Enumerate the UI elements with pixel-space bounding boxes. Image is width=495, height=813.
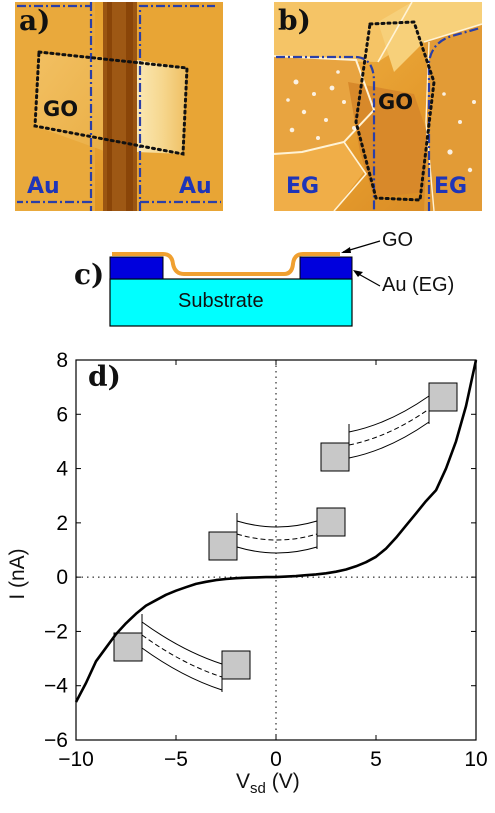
panel-c-label: c) [74, 258, 105, 291]
band-edge-upper [348, 395, 430, 433]
y-tick-label: −2 [44, 620, 68, 643]
x-tick-label: 5 [370, 748, 382, 771]
contact-box-left [113, 632, 143, 662]
x-axis-label-sub: sd [250, 780, 266, 798]
band-edge-upper [236, 520, 318, 528]
y-tick-label: 8 [56, 349, 68, 372]
contact-box-right [428, 382, 458, 412]
x-axis-label: Vsd (V) [236, 770, 300, 797]
x-axis-label-main: V [236, 770, 251, 793]
band-edge-upper [141, 621, 223, 665]
panel-a-right-electrode-label: Au [179, 174, 212, 199]
y-tick-label: −4 [44, 675, 68, 698]
substrate-label: Substrate [178, 290, 264, 312]
band-diagram-inset [320, 382, 458, 472]
panel-b-right-electrode-label: EG [434, 174, 468, 199]
panel-d-iv-chart: −10 −5 0 5 10 −6 −4 −2 0 2 4 6 8 d) I (nA) Vsd (V) [0, 344, 495, 810]
band-diagram-inset [113, 614, 251, 692]
afm-image-b [274, 2, 482, 211]
panel-a-afm-image: a) GO Au Au [15, 2, 223, 211]
band-edge-lower [348, 421, 430, 459]
iv-curve-series [74, 359, 478, 703]
fermi-level-line [348, 408, 430, 446]
x-axis-label-unit: (V) [271, 770, 300, 793]
substrate-block [109, 278, 353, 327]
panel-c-schematic: c) Substrate GO Au (EG) [70, 224, 490, 334]
x-tick-label: 10 [464, 748, 487, 771]
afm-image-a [15, 2, 223, 211]
panel-b-label: b) [278, 4, 311, 37]
band-edge-lower [141, 647, 223, 691]
y-tick-label: 2 [56, 512, 68, 535]
fermi-level-line [141, 634, 223, 678]
y-axis-label: I (nA) [6, 548, 29, 600]
left-electrode-block [109, 256, 164, 280]
y-tick-label: 6 [56, 403, 68, 426]
electrode-arrow-label: Au (EG) [382, 274, 455, 296]
y-tick-label: 0 [56, 566, 68, 589]
device-schematic [109, 240, 381, 327]
x-tick-label: −10 [58, 748, 94, 771]
go-film [112, 252, 340, 276]
iv-chart-svg: −10 −5 0 5 10 −6 −4 −2 0 2 4 6 8 [44, 349, 488, 771]
contact-box-left [208, 531, 238, 561]
panel-b-afm-image: b) GO EG EG [274, 2, 482, 211]
contact-box-left [320, 442, 350, 472]
panel-b-go-label: GO [378, 90, 414, 114]
panel-b-left-electrode-label: EG [286, 174, 320, 199]
panel-a-left-electrode-label: Au [27, 174, 60, 199]
contact-box-right [316, 507, 346, 537]
y-tick-label: 4 [56, 458, 68, 481]
panel-d-label: d) [88, 360, 121, 393]
x-tick-label: 0 [270, 748, 282, 771]
fermi-level-line [236, 533, 318, 541]
contact-box-right [221, 650, 251, 680]
y-tick-label: −6 [44, 729, 68, 752]
go-arrow-label: GO [382, 229, 414, 251]
right-electrode-block [299, 256, 353, 280]
x-tick-label: −5 [164, 748, 188, 771]
band-edge-lower [236, 546, 318, 554]
band-diagram-inset [208, 507, 346, 561]
panel-a-go-label: GO [43, 97, 79, 121]
panel-a-label: a) [19, 4, 51, 37]
